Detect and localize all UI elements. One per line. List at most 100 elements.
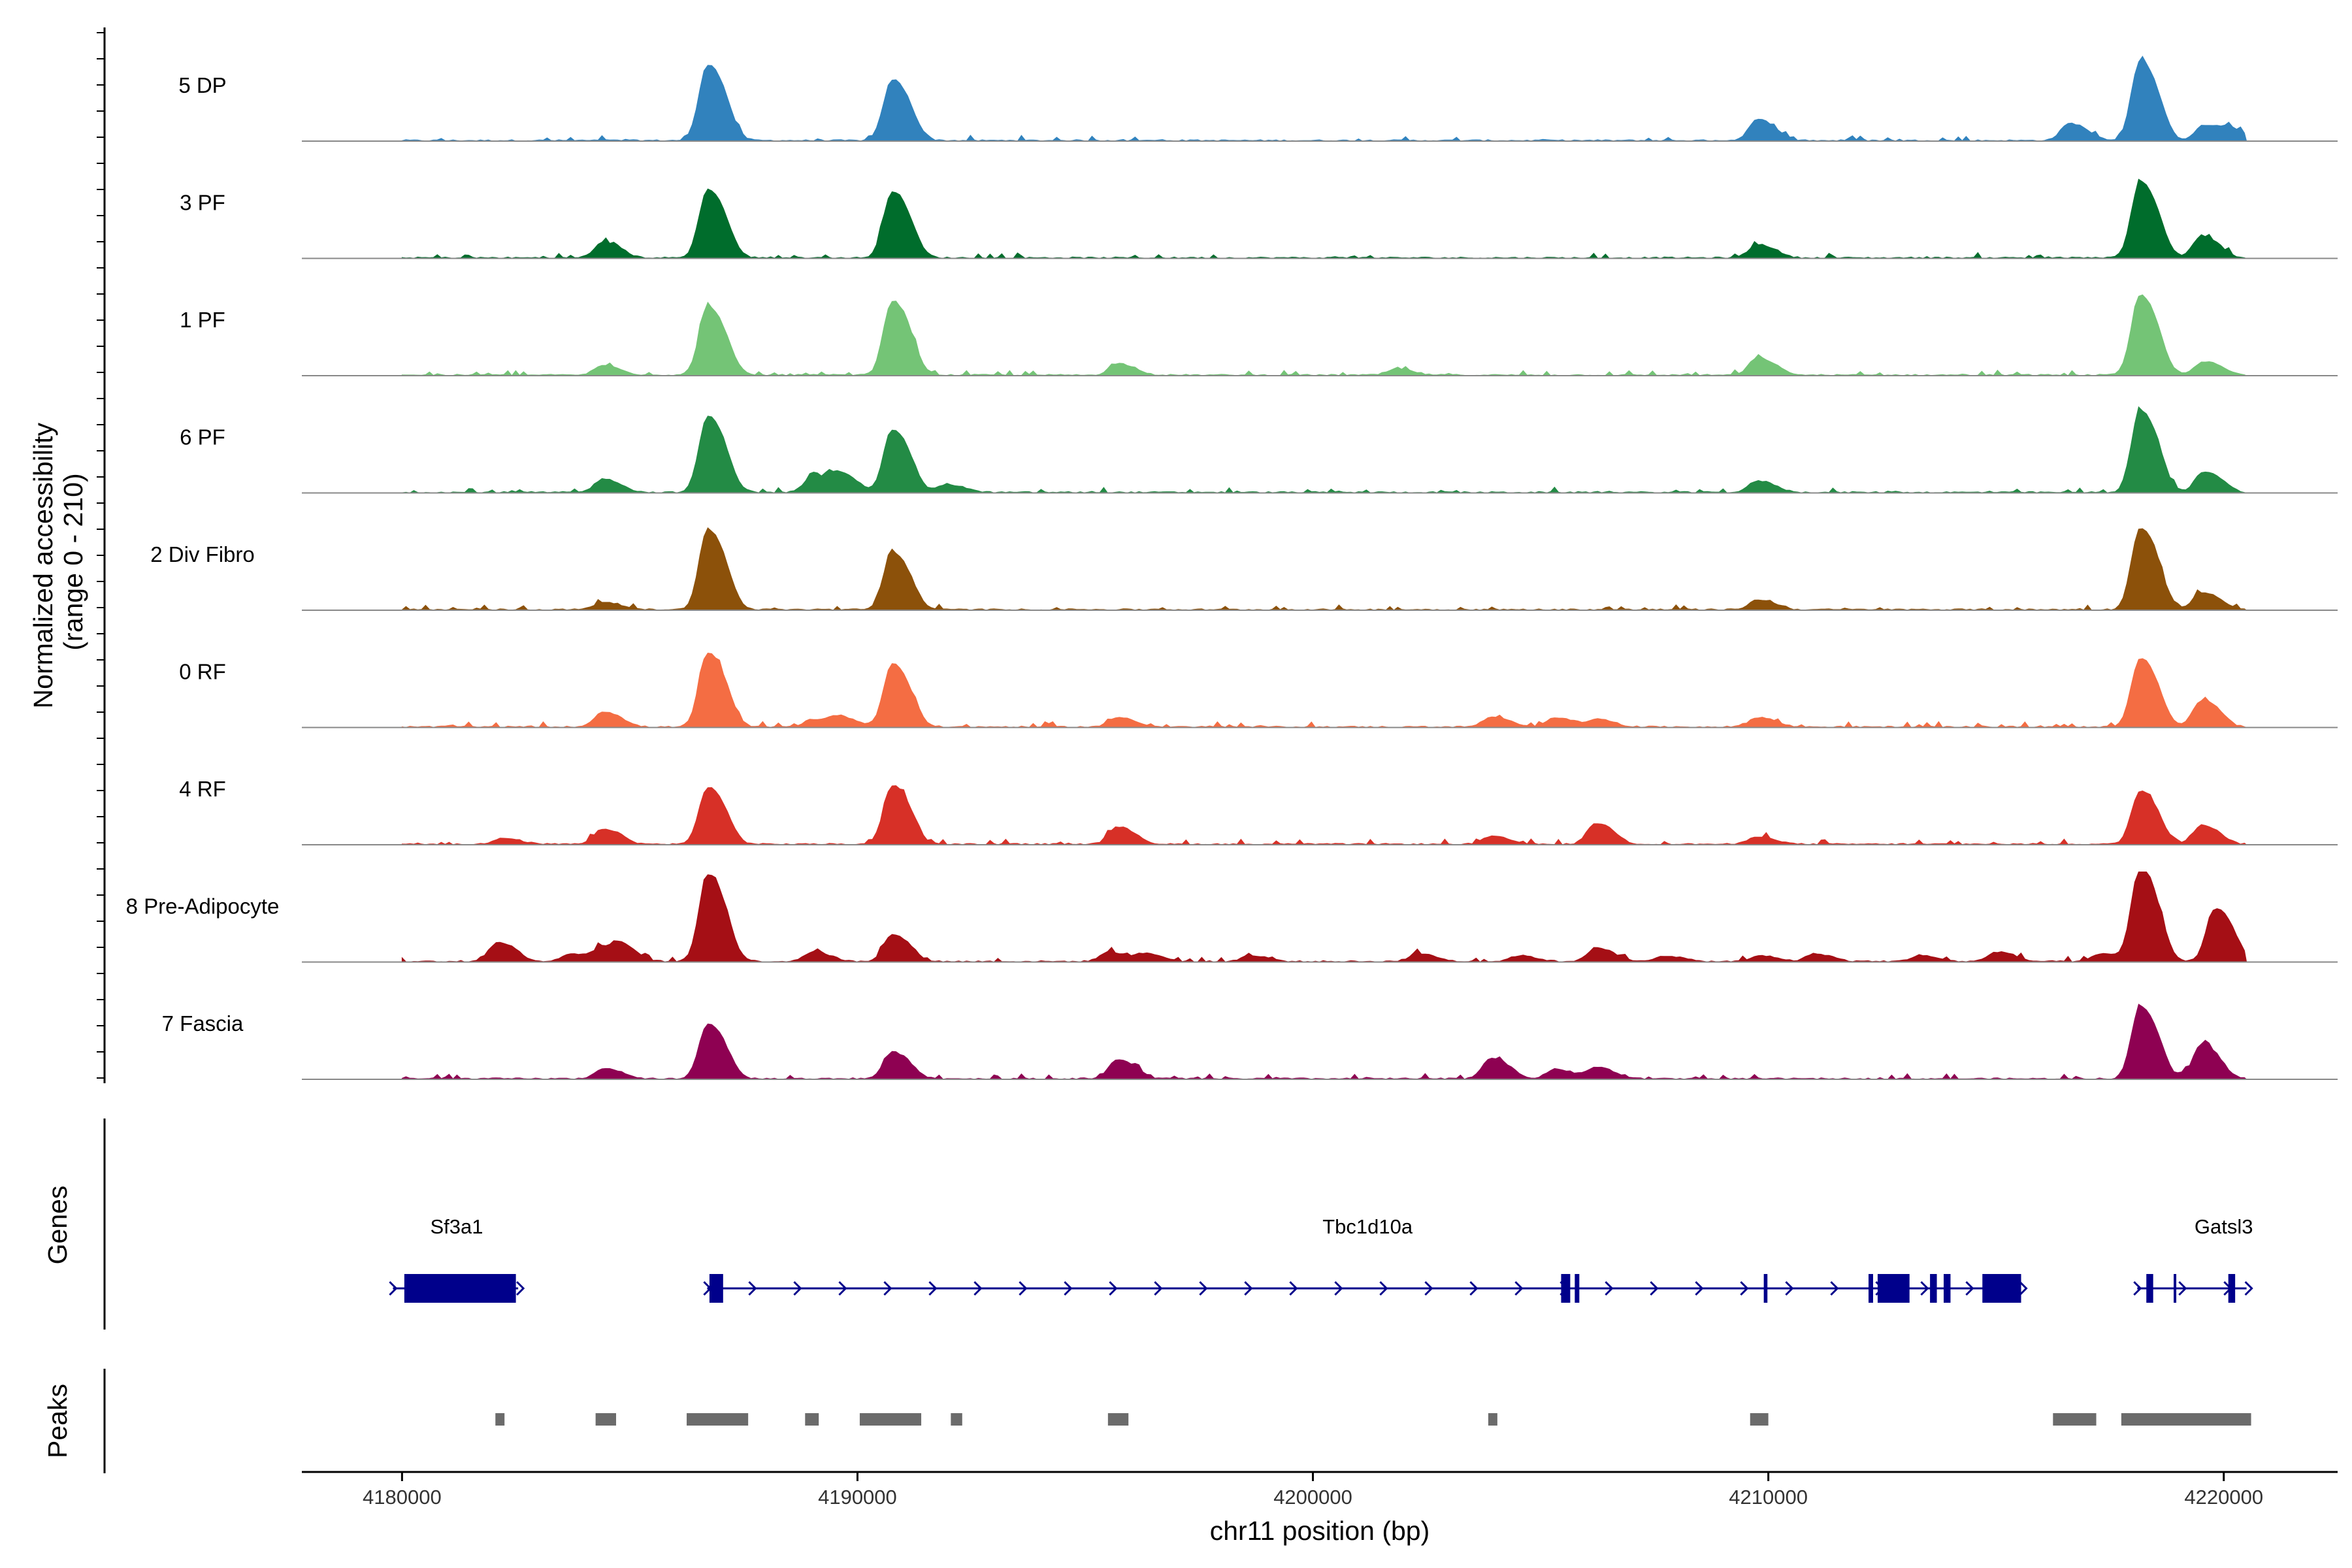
x-tick-label: 4200000 [1273, 1486, 1352, 1509]
exon [1930, 1274, 1937, 1303]
exon [2228, 1274, 2236, 1303]
strand-arrow [389, 1281, 398, 1296]
track-label: 4 RF [179, 777, 226, 801]
y-axis-title: Normalized accessibility (range 0 - 210) [28, 416, 88, 709]
peak-region [2053, 1413, 2097, 1426]
exon [404, 1274, 516, 1303]
gene-annotation-track: Sf3a1 Tbc1d10a Gatsl3 [389, 1215, 2253, 1303]
gene: Tbc1d10a [703, 1215, 2028, 1303]
strand-arrow [1650, 1281, 1659, 1296]
exon [709, 1274, 723, 1303]
coverage-area [401, 872, 2247, 962]
track-label: 8 Pre-Adipocyte [126, 894, 280, 919]
strand-arrow [1830, 1281, 1839, 1296]
peak-region [859, 1413, 922, 1426]
strand-arrow [1469, 1281, 1478, 1296]
peak-region [951, 1413, 962, 1426]
exon [1561, 1274, 1571, 1303]
peak-region [595, 1413, 616, 1426]
strand-arrow [2244, 1281, 2253, 1296]
y-axis-title-line1: Normalized accessibility [28, 422, 58, 708]
strand-arrow [1109, 1281, 1118, 1296]
coverage-area [401, 785, 2248, 845]
coverage-track: 7 Fascia [162, 1004, 2338, 1080]
strand-arrow [1064, 1281, 1073, 1296]
exon [1763, 1274, 1768, 1303]
strand-arrow [1379, 1281, 1388, 1296]
strand-arrow [2133, 1281, 2142, 1296]
peaks-panel-title: Peaks [42, 1384, 73, 1458]
coverage-track: 5 DP [178, 56, 2338, 142]
strand-arrow [1289, 1281, 1298, 1296]
gene-label: Gatsl3 [2195, 1215, 2253, 1238]
track-label: 5 DP [178, 73, 226, 97]
x-tick-label: 4190000 [818, 1486, 897, 1509]
coverage-track: 2 Div Fibro [150, 527, 2338, 611]
strand-arrow [1019, 1281, 1028, 1296]
gene: Sf3a1 [389, 1215, 525, 1303]
strand-arrow [1334, 1281, 1343, 1296]
coverage-y-ticks [97, 32, 105, 1079]
x-axis-ticks: 4180000 4190000 4200000 4210000 4220000 [363, 1472, 2263, 1509]
peak-region [2121, 1413, 2251, 1426]
coverage-track: 6 PF [180, 406, 2338, 494]
strand-arrow [1514, 1281, 1524, 1296]
strand-arrow [1605, 1281, 1614, 1296]
peak-region [1750, 1413, 1769, 1426]
coverage-tracks: 5 DP 3 PF 1 PF 6 PF 2 Div Fibro 0 RF 4 RF 8 Pre… [126, 56, 2338, 1080]
exon [2174, 1274, 2177, 1303]
exon [1575, 1274, 1580, 1303]
y-axis-title-line2: (range 0 - 210) [58, 473, 88, 650]
strand-arrow [1244, 1281, 1253, 1296]
peak-region [1488, 1413, 1497, 1426]
track-label: 3 PF [180, 191, 225, 215]
x-tick-label: 4210000 [1729, 1486, 1808, 1509]
genes-panel-title: Genes [42, 1186, 73, 1265]
coverage-track: 4 RF [179, 777, 2338, 845]
gene-label: Tbc1d10a [1322, 1215, 1413, 1238]
exon [1868, 1274, 1873, 1303]
peak-region [805, 1413, 819, 1426]
strand-arrow [1199, 1281, 1208, 1296]
peak-region-track [495, 1413, 2251, 1426]
strand-arrow [793, 1281, 802, 1296]
strand-arrow [1920, 1281, 1929, 1296]
strand-arrow [1965, 1281, 1974, 1296]
strand-arrow [928, 1281, 938, 1296]
strand-arrow [1740, 1281, 1749, 1296]
coverage-track: 8 Pre-Adipocyte [126, 872, 2338, 963]
exon [2146, 1274, 2153, 1303]
strand-arrow [1154, 1281, 1163, 1296]
strand-arrow [973, 1281, 983, 1296]
x-tick-label: 4220000 [2184, 1486, 2263, 1509]
strand-arrow [2019, 1281, 2028, 1296]
strand-arrow [1424, 1281, 1433, 1296]
track-label: 0 RF [179, 660, 226, 684]
strand-arrow [748, 1281, 757, 1296]
strand-arrow [883, 1281, 892, 1296]
x-axis-title: chr11 position (bp) [1210, 1516, 1430, 1546]
coverage-track: 3 PF [180, 178, 2338, 259]
peak-region [495, 1413, 505, 1426]
track-label: 2 Div Fibro [150, 542, 255, 566]
exon [1944, 1274, 1951, 1303]
exon [1982, 1274, 2021, 1303]
track-label: 7 Fascia [162, 1011, 244, 1036]
gene-label: Sf3a1 [431, 1215, 483, 1238]
strand-arrow [2178, 1281, 2187, 1296]
strand-arrow [1785, 1281, 1794, 1296]
peak-region [1107, 1413, 1129, 1426]
track-label: 6 PF [180, 425, 225, 449]
coverage-track: 1 PF [180, 294, 2338, 376]
strand-arrow [516, 1281, 525, 1296]
exon [1877, 1274, 1910, 1303]
strand-arrow [838, 1281, 847, 1296]
gene: Gatsl3 [2133, 1215, 2253, 1303]
peak-region [687, 1413, 749, 1426]
strand-arrow [1695, 1281, 1704, 1296]
x-tick-label: 4180000 [363, 1486, 442, 1509]
coverage-track: 0 RF [179, 653, 2338, 728]
track-label: 1 PF [180, 308, 225, 332]
